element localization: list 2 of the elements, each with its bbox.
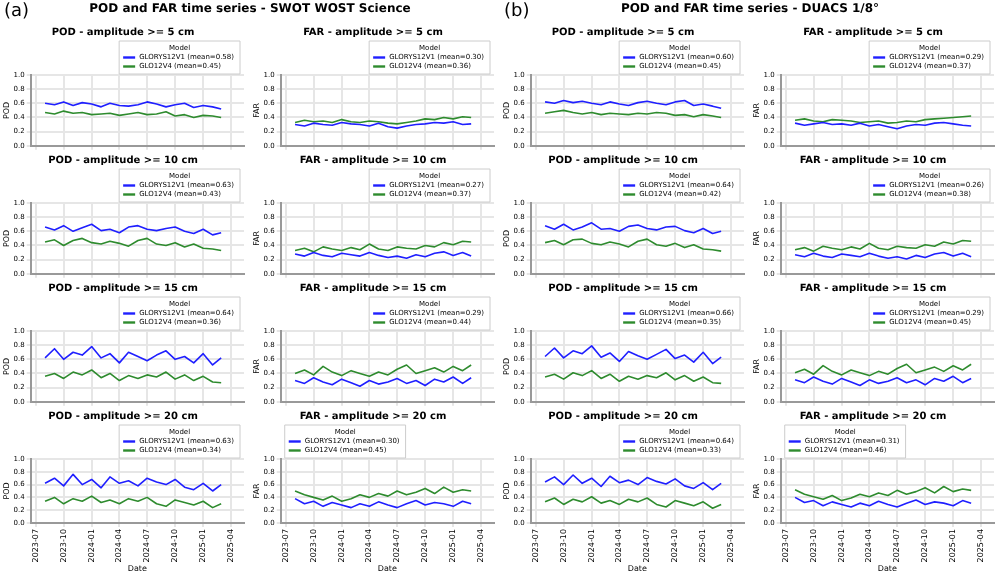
text: (b): [504, 2, 530, 22]
text: (a): [4, 2, 30, 22]
